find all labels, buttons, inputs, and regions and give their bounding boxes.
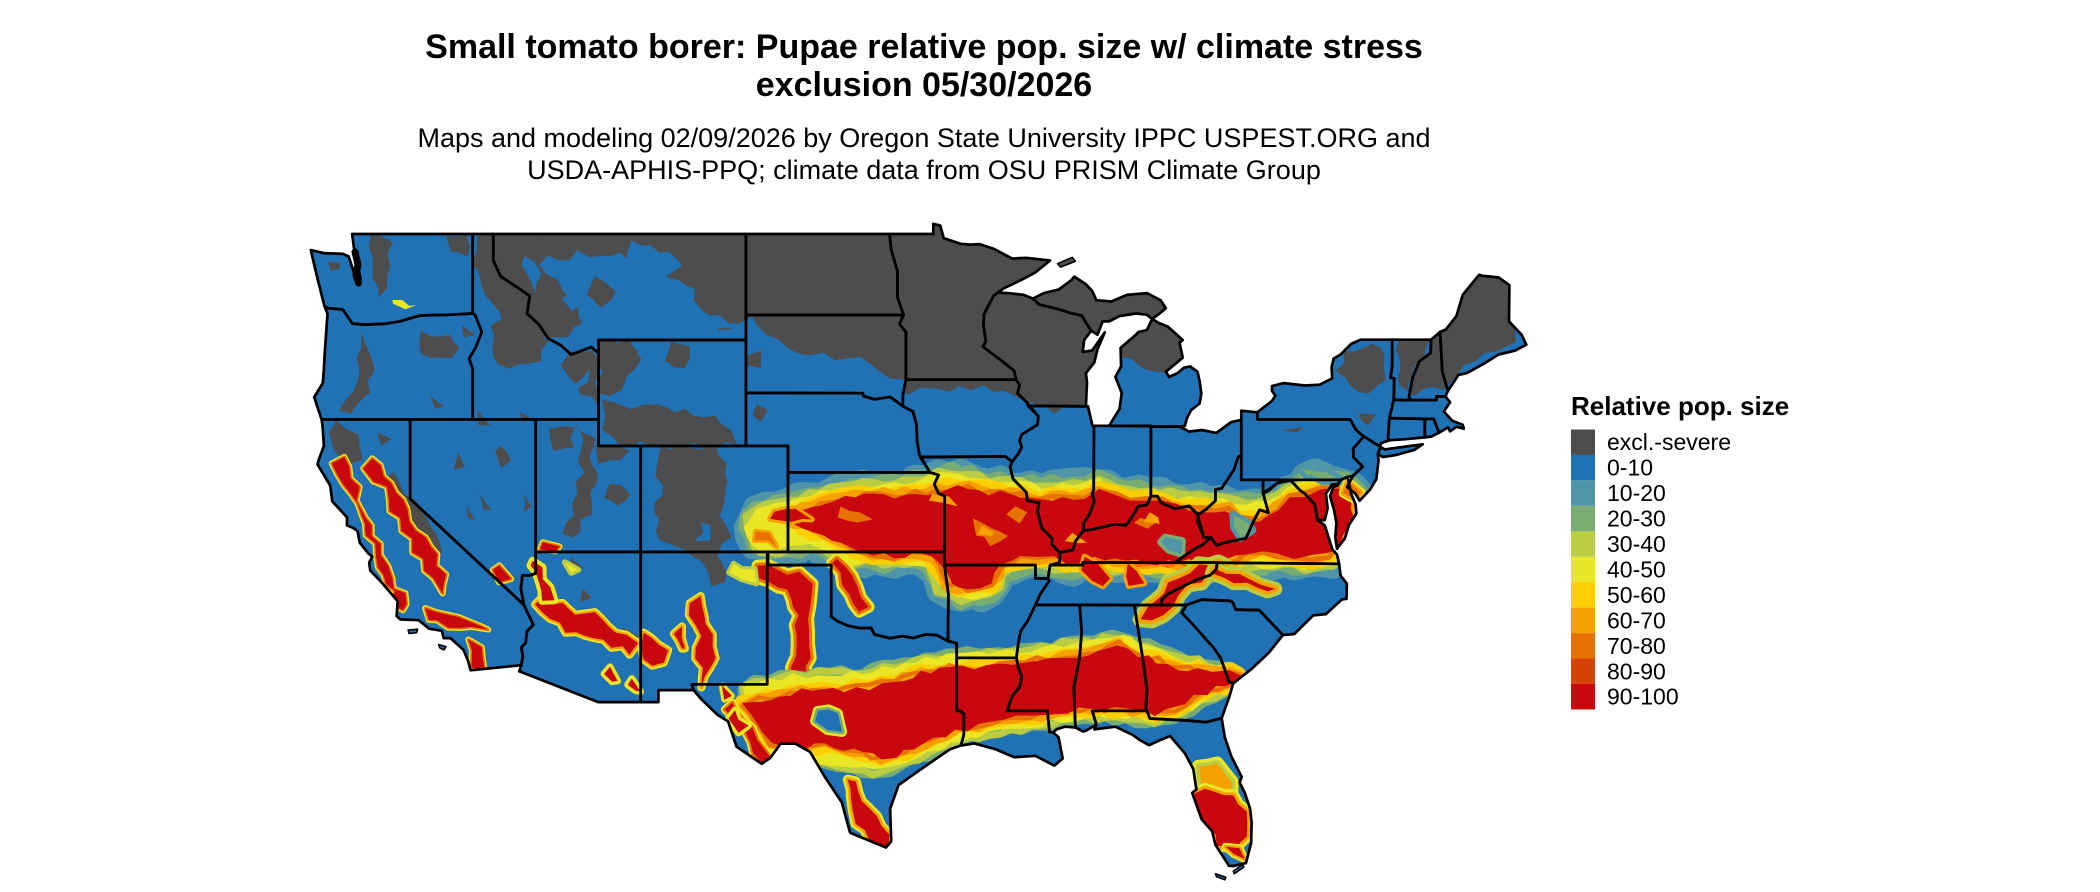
svg-text:80-90: 80-90 [1607, 658, 1666, 684]
svg-text:70-80: 70-80 [1607, 633, 1666, 659]
svg-text:60-70: 60-70 [1607, 607, 1666, 633]
svg-text:40-50: 40-50 [1607, 557, 1666, 583]
svg-text:excl.-severe: excl.-severe [1607, 429, 1731, 455]
svg-text:50-60: 50-60 [1607, 582, 1666, 608]
svg-text:Small tomato borer: Pupae rela: Small tomato borer: Pupae relative pop. … [425, 28, 1423, 66]
svg-text:10-20: 10-20 [1607, 480, 1666, 506]
svg-text:20-30: 20-30 [1607, 506, 1666, 532]
svg-text:exclusion 05/30/2026: exclusion 05/30/2026 [756, 66, 1092, 104]
svg-text:Maps and modeling 02/09/2026 b: Maps and modeling 02/09/2026 by Oregon S… [417, 123, 1430, 153]
svg-text:90-100: 90-100 [1607, 684, 1679, 710]
svg-text:0-10: 0-10 [1607, 455, 1653, 481]
svg-text:30-40: 30-40 [1607, 531, 1666, 557]
svg-text:USDA-APHIS-PPQ; climate data f: USDA-APHIS-PPQ; climate data from OSU PR… [527, 155, 1321, 185]
svg-text:Relative pop. size: Relative pop. size [1571, 391, 1789, 421]
